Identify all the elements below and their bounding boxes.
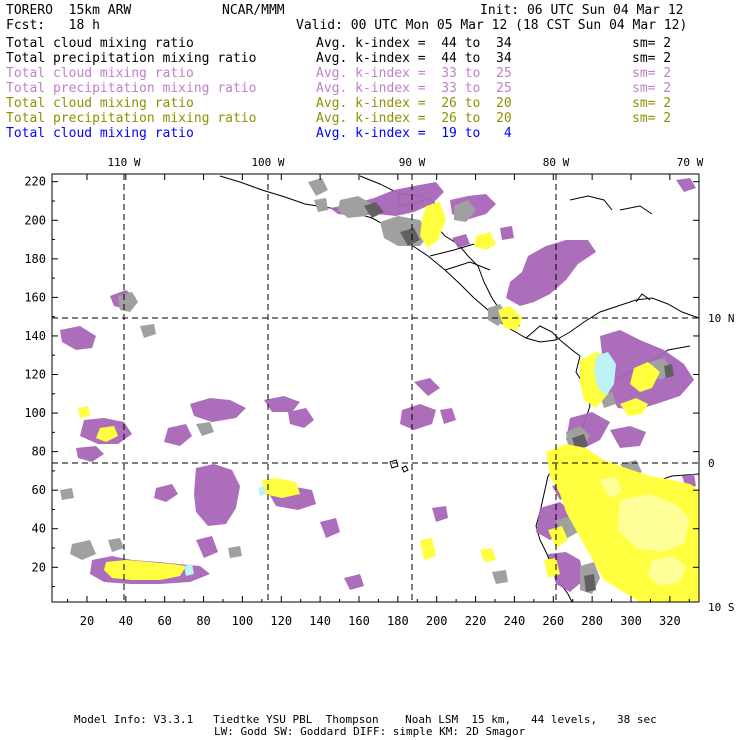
legend-label: Total cloud mixing ratio <box>6 96 194 111</box>
cyan-cloud-areas <box>184 352 616 576</box>
x-tick-label: 200 <box>426 614 448 628</box>
legend-label: Total cloud mixing ratio <box>6 126 194 141</box>
legend-kindex: Avg. k-index = 33 to 25 <box>316 81 512 96</box>
legend-smoothing: sm= 2 <box>632 66 672 81</box>
legend-kindex: Avg. k-index = 19 to 4 <box>316 126 512 141</box>
x-tick-label: 220 <box>465 614 487 628</box>
legend-smoothing: sm= 2 <box>632 96 672 111</box>
x-tick-label: 180 <box>387 614 409 628</box>
y-tick-label: 120 <box>24 368 46 382</box>
longitude-label: 110 W <box>107 156 140 169</box>
model-name: TORERO 15km ARW <box>6 3 132 18</box>
y-tick-label: 220 <box>24 175 46 189</box>
longitude-labels: 110 W 100 W 90 W 80 W 70 W <box>107 156 703 169</box>
x-tick-label: 300 <box>620 614 642 628</box>
latitude-labels: 10 N 0 10 S <box>708 312 735 614</box>
legend-kindex: Avg. k-index = 44 to 34 <box>316 51 512 66</box>
y-tick-label: 160 <box>24 290 46 304</box>
y-tick-label: 200 <box>24 213 46 227</box>
lightyellow-areas <box>600 476 690 586</box>
model-info-line1: Model Info: V3.3.1 Tiedtke YSU PBL Thomp… <box>74 713 657 726</box>
y-tick-label: 20 <box>32 560 46 574</box>
x-tick-label: 260 <box>542 614 564 628</box>
forecast-hour: Fcst: 18 h <box>6 18 100 33</box>
x-tick-label: 120 <box>270 614 292 628</box>
x-tick-label: 60 <box>157 614 171 628</box>
x-axis-ticks: 20 40 60 80 100 120 140 160 180 200 220 240 260 280 30… <box>67 174 690 628</box>
legend-row: Total precipitation mixing ratio Avg. k-i… <box>6 51 736 66</box>
legend-smoothing: sm= 2 <box>632 111 672 126</box>
x-tick-label: 280 <box>581 614 603 628</box>
x-tick-label: 100 <box>232 614 254 628</box>
x-tick-label: 20 <box>80 614 94 628</box>
longitude-label: 100 W <box>251 156 284 169</box>
plot-frame <box>51 173 700 603</box>
y-tick-label: 180 <box>24 252 46 266</box>
legend-smoothing: sm= 2 <box>632 36 672 51</box>
legend-kindex: Avg. k-index = 26 to 20 <box>316 96 512 111</box>
legend-row: Total precipitation mixing ratio Avg. k-i… <box>6 111 736 126</box>
latitude-label: 0 <box>708 457 715 470</box>
graticule <box>52 174 699 602</box>
legend-row: Total cloud mixing ratio Avg. k-index = 3… <box>6 66 736 81</box>
valid-time: Valid: 00 UTC Mon 05 Mar 12 (18 CST Sun … <box>296 18 688 33</box>
latitude-label: 10 N <box>708 312 735 325</box>
legend-label: Total precipitation mixing ratio <box>6 111 257 126</box>
longitude-label: 90 W <box>399 156 426 169</box>
init-time: Init: 06 UTC Sun 04 Mar 12 <box>480 3 684 18</box>
legend-row: Total cloud mixing ratio Avg. k-index = 1… <box>6 126 736 141</box>
legend-smoothing: sm= 2 <box>632 81 672 96</box>
legend-row: Total precipitation mixing ratio Avg. k-i… <box>6 81 736 96</box>
x-tick-label: 80 <box>196 614 210 628</box>
legend-kindex: Avg. k-index = 26 to 20 <box>316 111 512 126</box>
legend-row: Total cloud mixing ratio Avg. k-index = 4… <box>6 36 736 51</box>
x-tick-label: 320 <box>659 614 681 628</box>
longitude-label: 70 W <box>677 156 704 169</box>
legend-label: Total cloud mixing ratio <box>6 66 194 81</box>
y-tick-label: 80 <box>32 445 46 459</box>
x-tick-label: 40 <box>119 614 133 628</box>
model-info-line2: LW: Godd SW: Goddard DIFF: simple KM: 2D… <box>214 725 526 738</box>
legend-kindex: Avg. k-index = 33 to 25 <box>316 66 512 81</box>
x-tick-label: 140 <box>309 614 331 628</box>
y-tick-label: 140 <box>24 329 46 343</box>
y-tick-label: 60 <box>32 483 46 497</box>
legend-label: Total precipitation mixing ratio <box>6 81 257 96</box>
y-axis-ticks: 20 40 60 80 100 120 140 160 180 200 220 <box>24 175 699 588</box>
y-tick-label: 100 <box>24 406 46 420</box>
legend-row: Total cloud mixing ratio Avg. k-index = 2… <box>6 96 736 111</box>
x-tick-label: 160 <box>348 614 370 628</box>
legend-label: Total precipitation mixing ratio <box>6 51 257 66</box>
latitude-label: 10 S <box>708 601 735 614</box>
legend-smoothing: sm= 2 <box>632 51 672 66</box>
y-tick-label: 40 <box>32 522 46 536</box>
legend-kindex: Avg. k-index = 44 to 34 <box>316 36 512 51</box>
x-tick-label: 240 <box>504 614 526 628</box>
organization: NCAR/MMM <box>222 3 285 18</box>
longitude-label: 80 W <box>543 156 570 169</box>
legend-label: Total cloud mixing ratio <box>6 36 194 51</box>
